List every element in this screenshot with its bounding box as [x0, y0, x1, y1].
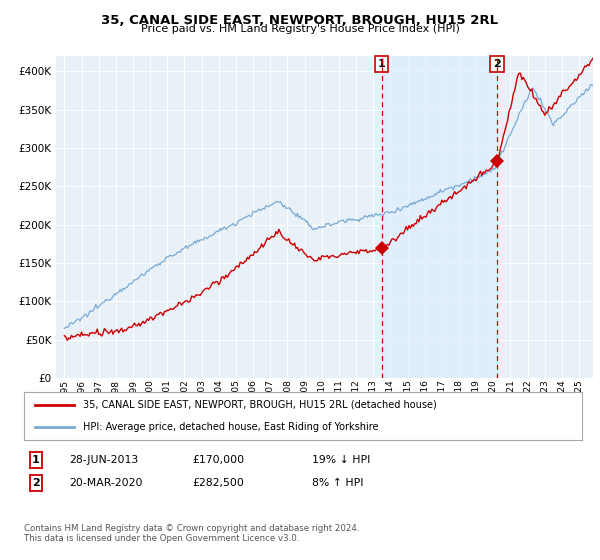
Text: 28-JUN-2013: 28-JUN-2013 [69, 455, 138, 465]
Text: £282,500: £282,500 [192, 478, 244, 488]
Text: 1: 1 [378, 59, 385, 69]
Text: 1: 1 [32, 455, 40, 465]
Text: 20-MAR-2020: 20-MAR-2020 [69, 478, 143, 488]
Text: HPI: Average price, detached house, East Riding of Yorkshire: HPI: Average price, detached house, East… [83, 422, 378, 432]
Text: Contains HM Land Registry data © Crown copyright and database right 2024.
This d: Contains HM Land Registry data © Crown c… [24, 524, 359, 543]
Text: Price paid vs. HM Land Registry's House Price Index (HPI): Price paid vs. HM Land Registry's House … [140, 24, 460, 34]
Text: 35, CANAL SIDE EAST, NEWPORT, BROUGH, HU15 2RL (detached house): 35, CANAL SIDE EAST, NEWPORT, BROUGH, HU… [83, 400, 436, 410]
Text: 2: 2 [493, 59, 501, 69]
Text: 2: 2 [32, 478, 40, 488]
Bar [382, 56, 497, 378]
Text: 35, CANAL SIDE EAST, NEWPORT, BROUGH, HU15 2RL: 35, CANAL SIDE EAST, NEWPORT, BROUGH, HU… [101, 14, 499, 27]
Text: 19% ↓ HPI: 19% ↓ HPI [312, 455, 370, 465]
Text: 8% ↑ HPI: 8% ↑ HPI [312, 478, 364, 488]
Text: £170,000: £170,000 [192, 455, 244, 465]
